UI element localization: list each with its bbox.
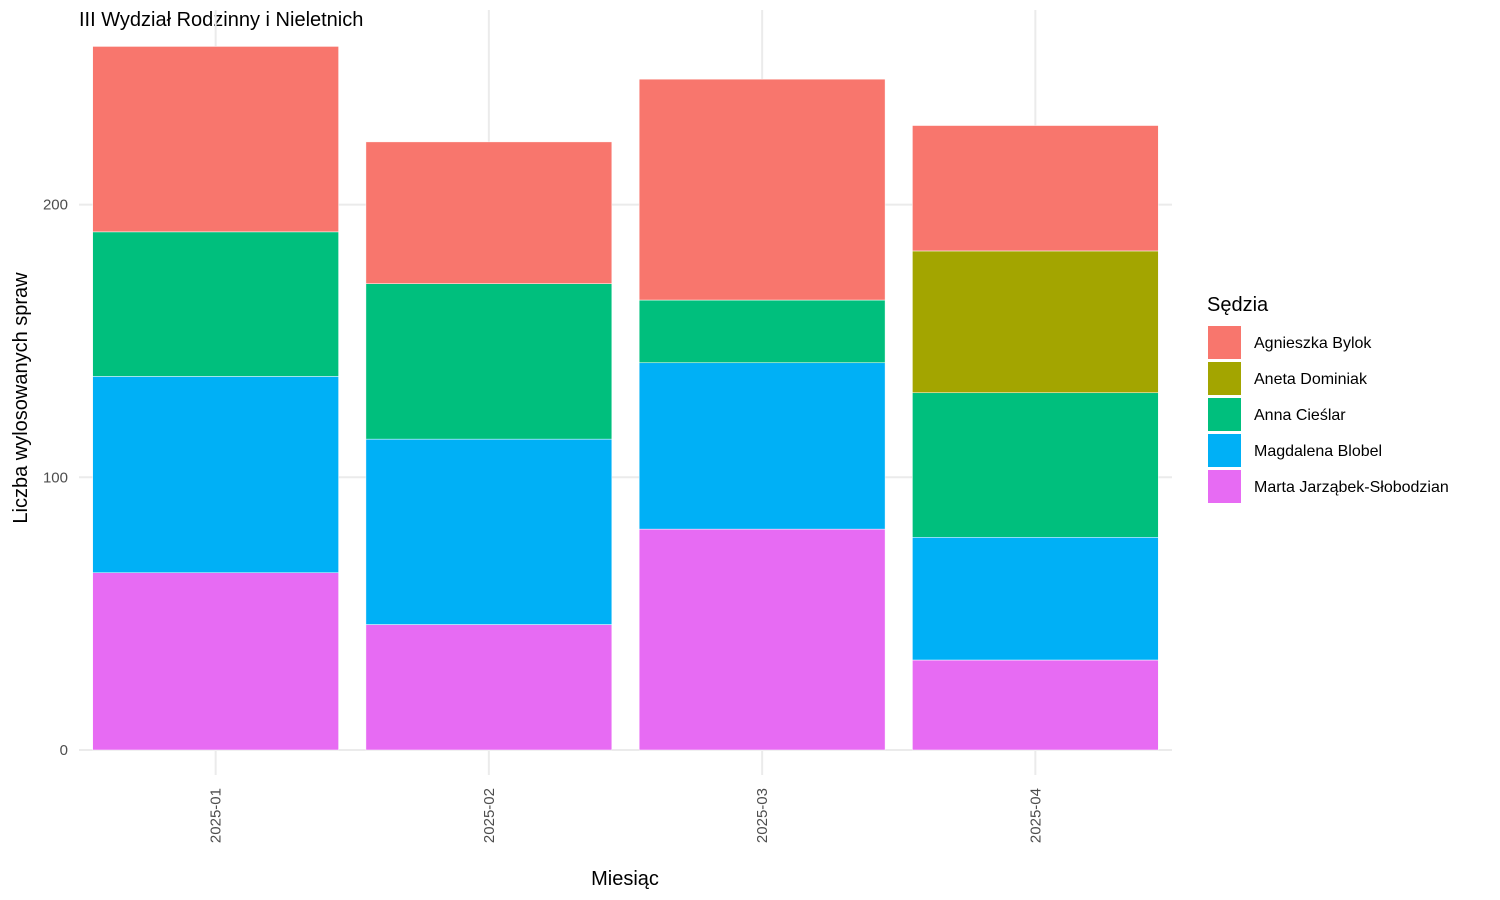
bar-segment — [92, 376, 339, 573]
legend-title: Sędzia — [1207, 294, 1269, 316]
x-tick-label: 2025-04 — [1027, 788, 1044, 843]
chart-title: III Wydział Rodzinny i Nieletnich — [79, 9, 363, 31]
y-axis-title: Liczba wylosowanych spraw — [10, 272, 32, 524]
x-tick-label: 2025-03 — [754, 788, 771, 843]
bar-segment — [365, 283, 613, 440]
bar-segment — [912, 537, 1159, 661]
bar-segment — [912, 659, 1159, 751]
bar-segment — [638, 299, 886, 364]
bar-segment — [638, 362, 886, 530]
legend-key — [1208, 326, 1241, 359]
legend-key — [1208, 398, 1241, 431]
bar-segment — [365, 141, 613, 284]
legend-key — [1208, 362, 1241, 395]
bar-segment — [92, 231, 339, 377]
bar-segment — [912, 250, 1159, 394]
x-tick-labels: 2025-01 2025-02 2025-03 2025-04 — [208, 788, 1045, 843]
legend-label: Anna Cieślar — [1254, 407, 1346, 424]
bar-segment — [638, 528, 886, 751]
legend-label: Agnieszka Bylok — [1254, 335, 1372, 352]
bar-segment — [365, 624, 613, 751]
bars-layer — [92, 46, 1159, 751]
legend-label: Magdalena Blobel — [1254, 443, 1382, 460]
x-tick-label: 2025-02 — [481, 788, 498, 843]
bar-segment — [912, 392, 1159, 538]
bar-segment — [92, 46, 339, 233]
legend-label: Aneta Dominiak — [1254, 371, 1368, 388]
legend-label: Marta Jarząbek-Słobodzian — [1254, 479, 1449, 496]
y-tick-label: 200 — [43, 197, 68, 214]
bar-segment — [365, 438, 613, 625]
legend-key — [1208, 434, 1241, 467]
y-tick-labels: 0 100 200 — [43, 197, 68, 759]
y-tick-label: 0 — [60, 742, 68, 759]
bar-segment — [912, 125, 1159, 252]
x-tick-label: 2025-01 — [208, 788, 225, 843]
legend: Sędzia Agnieszka Bylok Aneta Dominiak Anna… — [1207, 294, 1449, 503]
bar-segment — [92, 572, 339, 751]
y-tick-label: 100 — [43, 469, 68, 486]
x-axis-title: Miesiąc — [591, 868, 659, 890]
legend-key — [1208, 470, 1241, 503]
bar-segment — [638, 78, 886, 301]
